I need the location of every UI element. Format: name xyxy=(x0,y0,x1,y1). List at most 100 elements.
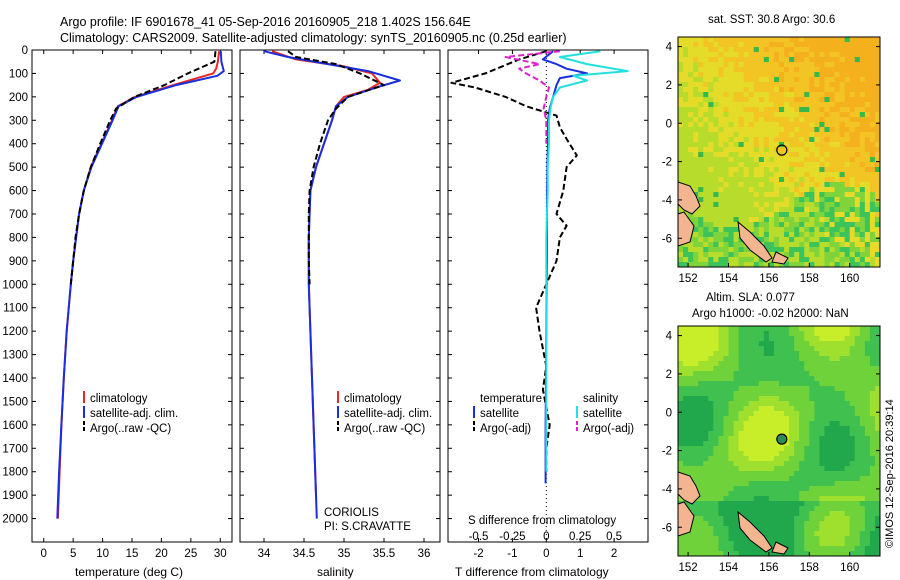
temperature-axes-frame xyxy=(31,49,233,543)
s-tick-label: 0 xyxy=(543,531,549,543)
temperature-x-ticks: 0 5 10 15 20 25 30 xyxy=(41,49,232,560)
y-tick-label: 1500 xyxy=(2,396,28,408)
series-s-argo-adj- xyxy=(504,50,561,144)
x-tick-label: 5 xyxy=(70,548,76,560)
y-tick-label: 100 xyxy=(9,68,28,80)
s-difference-label: S difference from climatology xyxy=(468,515,616,527)
y-tick-label: -6 xyxy=(662,233,672,245)
sla-heatmap xyxy=(678,326,880,556)
sst-map-ticks: 152 154 156 158 160 4 2 0 -2 -4 -6 xyxy=(662,42,880,285)
y-tick-label: 2 xyxy=(666,369,672,381)
y-tick-label: -2 xyxy=(662,446,672,458)
legend-label-climatology: climatology xyxy=(344,393,402,405)
legend-label-argo: Argo(..raw -QC) xyxy=(90,423,171,435)
x-tick-label: 35 xyxy=(338,548,351,560)
x-tick-label: 160 xyxy=(840,273,859,285)
data-centre-label: CORIOLIS xyxy=(324,507,379,519)
x-tick-label: 20 xyxy=(155,548,168,560)
temperature-xlabel: temperature (deg C) xyxy=(75,565,183,579)
x-tick-label: 152 xyxy=(679,562,698,574)
bougainville-shape xyxy=(678,211,695,247)
y-tick-label: 4 xyxy=(666,331,673,343)
x-tick-label: 0 xyxy=(543,548,549,560)
y-tick-label: 1800 xyxy=(2,467,28,479)
series-t-argo-adj- xyxy=(450,50,578,472)
x-tick-label: 36 xyxy=(418,548,431,560)
y-tick-label: 700 xyxy=(9,209,28,221)
x-tick-label: 34.5 xyxy=(293,548,315,560)
solomon-island-2-shape xyxy=(771,541,789,555)
x-tick-label: 35.5 xyxy=(373,548,395,560)
temperature-panel: 0100200300400500600700800900100011001200… xyxy=(2,45,233,579)
legend-label-s-satellite: satellite xyxy=(583,408,622,420)
solomon-island-shape xyxy=(737,220,773,263)
y-tick-label: 2000 xyxy=(2,514,28,526)
y-tick-label: 800 xyxy=(9,232,28,244)
y-tick-label: 1300 xyxy=(2,350,28,362)
salinity-xlabel: salinity xyxy=(317,565,354,579)
sla-map-ticks: 152 154 156 158 160 4 2 0 -2 -4 -6 xyxy=(662,331,880,574)
y-tick-label: 1200 xyxy=(2,326,28,338)
s-difference-ticks: -0.5 -0.25 0 0.25 0.5 xyxy=(469,531,623,543)
y-tick-label: 1400 xyxy=(2,373,28,385)
y-tick-label: -4 xyxy=(662,195,673,207)
x-tick-label: 1 xyxy=(577,548,583,560)
y-tick-label: 0 xyxy=(666,118,672,130)
legend-label-s-argo: Argo(-adj) xyxy=(583,423,634,435)
depth-axis-ticks: 0 100 200 300 400 500 600 700 800 900 1000 1100 1200… xyxy=(2,45,36,526)
x-tick-label: 34 xyxy=(258,548,271,560)
sla-map-panel: Altim. SLA: 0.077 Argo h1000: -0.02 h200… xyxy=(662,292,881,574)
x-tick-label: 154 xyxy=(719,273,739,285)
t-difference-xlabel: T difference from climatology xyxy=(455,565,609,579)
salinity-axes-frame xyxy=(239,49,441,543)
sst-map-title: sat. SST: 30.8 Argo: 30.6 xyxy=(708,14,835,26)
legend-title-temperature: temperature xyxy=(480,393,542,405)
sla-map-frame xyxy=(677,325,881,557)
coastline-sst xyxy=(678,181,789,265)
sst-heatmap xyxy=(678,37,880,267)
sst-map-panel: sat. SST: 30.8 Argo: 30.6 152 154 156 158 16… xyxy=(662,14,881,285)
s-tick-label: 0.25 xyxy=(569,531,591,543)
x-tick-label: 2 xyxy=(611,548,617,560)
x-tick-label: 152 xyxy=(679,273,698,285)
temperature-legend: climatology satellite-adj. clim. Argo(..… xyxy=(83,391,178,435)
x-tick-label: -2 xyxy=(473,548,483,560)
series-argo-raw-qc- xyxy=(69,51,217,285)
y-tick-label: 1900 xyxy=(2,490,28,502)
y-tick-label: 1000 xyxy=(2,279,28,291)
solomon-island-shape xyxy=(737,510,773,553)
y-tick-label: -2 xyxy=(662,157,672,169)
y-tick-label: 400 xyxy=(9,139,28,151)
y-tick-label: 4 xyxy=(666,42,673,54)
series-satellite-adj-clim- xyxy=(263,50,401,519)
coastline-sla xyxy=(678,471,789,555)
legend-label-t-argo: Argo(-adj) xyxy=(480,423,531,435)
y-tick-label: -4 xyxy=(662,484,673,496)
header-line2: Climatology: CARS2009. Satellite-adjuste… xyxy=(60,31,567,45)
y-tick-label: 1600 xyxy=(2,420,28,432)
difference-x-ticks: -2 -1 0 1 2 xyxy=(448,49,648,560)
legend-label-satellite: satellite-adj. clim. xyxy=(90,408,178,420)
header-line1: Argo profile: IF 6901678_41 05-Sep-2016 … xyxy=(60,15,471,29)
series-satellite-adj-clim- xyxy=(56,51,225,519)
x-tick-label: 10 xyxy=(96,548,109,560)
x-tick-label: 154 xyxy=(719,562,739,574)
legend-label-climatology: climatology xyxy=(90,393,148,405)
y-tick-label: 1100 xyxy=(3,303,28,315)
s-tick-label: 0.5 xyxy=(606,531,622,543)
y-tick-label: 2 xyxy=(666,80,672,92)
y-tick-label: 0 xyxy=(666,407,672,419)
legend-label-satellite: satellite-adj. clim. xyxy=(344,408,432,420)
y-tick-label: -6 xyxy=(662,522,672,534)
x-tick-label: 156 xyxy=(759,562,778,574)
x-tick-label: 25 xyxy=(184,548,197,560)
solomon-island-2-shape xyxy=(771,251,789,265)
y-tick-label: 500 xyxy=(9,162,28,174)
x-tick-label: 0 xyxy=(41,548,47,560)
series-s-satellite xyxy=(545,50,629,472)
salinity-x-ticks: 34 34.5 35 35.5 36 xyxy=(240,49,440,560)
argo-position-marker xyxy=(776,433,788,445)
x-tick-label: 158 xyxy=(800,562,819,574)
x-tick-label: 30 xyxy=(214,548,227,560)
